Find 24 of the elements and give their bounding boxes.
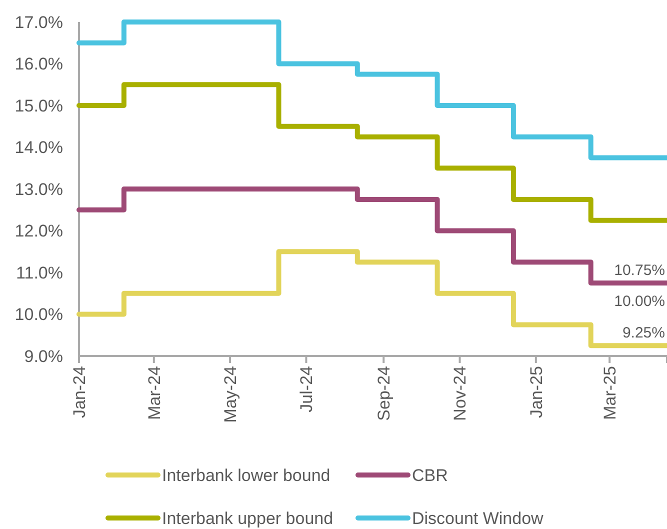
y-tick-label: 15.0% [14, 96, 63, 116]
legend-label: Interbank upper bound [162, 508, 334, 528]
annotation: 9.25% [622, 324, 665, 342]
x-tick-label: Jul-24 [297, 366, 316, 412]
y-tick-label: 9.0% [24, 346, 63, 366]
y-tick-label: 14.0% [14, 138, 63, 158]
x-tick-label: Sep-24 [374, 366, 394, 421]
y-tick-label: 17.0% [14, 12, 63, 32]
annotation: 10.00% [614, 293, 665, 310]
x-tick-label: Nov-24 [450, 366, 470, 421]
x-tick-label: Mar-24 [144, 366, 164, 420]
y-tick-label: 13.0% [14, 180, 63, 199]
legend-label: Interbank lower bound [162, 466, 330, 485]
legend-label: CBR [412, 466, 448, 485]
x-tick-label: Jan-24 [70, 366, 89, 418]
annotation: 10.75% [614, 262, 665, 279]
y-tick-label: 12.0% [14, 222, 63, 241]
legend-label: Discount Window [412, 508, 544, 528]
x-tick-label: Jan-25 [526, 366, 546, 418]
x-tick-label: May-24 [221, 366, 240, 423]
y-tick-label: 16.0% [14, 54, 63, 74]
y-tick-label: 10.0% [14, 305, 63, 324]
y-tick-label: 11.0% [16, 263, 63, 282]
x-tick-label: Mar-25 [600, 366, 620, 420]
